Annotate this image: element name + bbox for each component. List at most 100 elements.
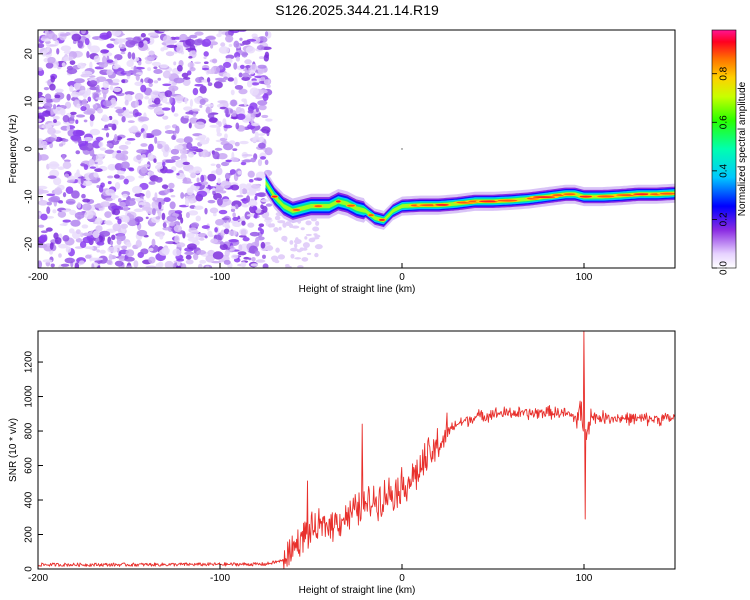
- heatmap-noise-blob: [108, 82, 120, 86]
- heatmap-noise-blob: [84, 37, 90, 46]
- heatmap-noise-blob: [241, 220, 246, 226]
- heatmap-noise-blob: [236, 194, 244, 198]
- heatmap-noise-blob: [147, 78, 154, 84]
- heatmap-noise-blob: [134, 92, 144, 101]
- heatmap-noise-blob: [164, 144, 170, 152]
- heatmap-noise-blob: [194, 83, 204, 87]
- heatmap-noise-blob: [116, 170, 125, 175]
- heatmap-noise-blob: [95, 136, 104, 141]
- heatmap-noise-blob: [80, 175, 84, 185]
- heatmap-noise-blob: [170, 194, 176, 198]
- heatmap-noise-blob: [144, 96, 150, 100]
- heatmap-noise-blob: [38, 188, 44, 195]
- heatmap-noise-blob: [87, 96, 92, 102]
- heatmap-noise-blob: [176, 45, 184, 54]
- heatmap-noise-blob: [38, 200, 49, 206]
- heatmap-noise-blob: [77, 202, 82, 209]
- heatmap-noise-blob: [181, 143, 188, 150]
- heatmap-noise-blob: [112, 208, 121, 216]
- heatmap-noise-blob: [174, 95, 184, 101]
- heatmap-noise-blob: [80, 105, 87, 112]
- heatmap-noise-blob: [263, 54, 269, 62]
- heatmap-noise-blob: [173, 61, 177, 66]
- heatmap-noise-blob: [241, 204, 249, 208]
- heatmap-noise-blob: [73, 83, 80, 89]
- heatmap-noise-blob: [53, 177, 62, 186]
- colorbar-tick-label: 0.6: [719, 115, 730, 129]
- heatmap-noise-blob: [219, 243, 228, 251]
- heatmap-noise-blob: [211, 58, 218, 64]
- heatmap-noise-blob: [251, 122, 260, 127]
- heatmap-noise-blob: [223, 76, 229, 80]
- heatmap-noise-blob: [182, 77, 191, 80]
- heatmap-noise-blob: [230, 89, 235, 96]
- heatmap-ridge-core: [563, 193, 576, 196]
- heatmap-noise-blob: [76, 114, 86, 118]
- heatmap-noise-blob: [59, 223, 68, 226]
- heatmap-noise-blob: [216, 132, 222, 137]
- heatmap-noise-blob: [230, 219, 239, 224]
- heatmap-noise-blob: [240, 161, 247, 166]
- heatmap-noise-blob: [60, 263, 70, 267]
- heatmap-noise-blob: [58, 253, 62, 258]
- heatmap-noise-blob: [242, 154, 253, 157]
- heatmap-speck: [401, 148, 403, 150]
- heatmap-noise-blob: [39, 234, 48, 243]
- heatmap-noise-blob: [135, 73, 140, 81]
- heatmap-noise-blob: [85, 254, 92, 259]
- heatmap-noise-blob: [126, 60, 134, 68]
- heatmap-noise-blob: [184, 198, 190, 207]
- heatmap-noise-blob: [74, 212, 85, 220]
- heatmap-noise-blob: [224, 172, 231, 180]
- heatmap-noise-blob: [175, 265, 182, 268]
- heatmap-noise-blob: [121, 115, 126, 123]
- heatmap-noise-blob: [315, 220, 320, 226]
- heatmap-noise-blob: [210, 238, 219, 244]
- heatmap-noise-blob: [120, 161, 130, 169]
- heatmap-noise-blob: [288, 223, 294, 228]
- heatmap-noise-blob: [45, 227, 53, 232]
- heatmap-noise-blob: [262, 263, 269, 268]
- heatmap-noise-blob: [241, 98, 247, 103]
- heatmap-noise-blob: [145, 216, 149, 220]
- heatmap-noise-blob: [82, 203, 92, 211]
- snr-y-tick-label: 200: [24, 526, 35, 543]
- heatmap-noise-blob: [151, 238, 156, 247]
- heatmap-noise-blob: [80, 73, 91, 78]
- heatmap-noise-blob: [159, 233, 164, 240]
- heatmap-noise-blob: [199, 139, 209, 145]
- heatmap-x-tick-label: -100: [210, 272, 230, 283]
- heatmap-noise-blob: [196, 190, 208, 198]
- heatmap-noise-blob: [59, 108, 66, 116]
- heatmap-noise-blob: [134, 81, 143, 87]
- heatmap-noise-blob: [228, 140, 236, 145]
- heatmap-noise-blob: [110, 38, 116, 42]
- heatmap-noise-blob: [198, 237, 205, 241]
- heatmap-noise-blob: [38, 154, 49, 161]
- heatmap-noise-blob: [122, 106, 127, 111]
- heatmap-noise-blob: [252, 137, 257, 144]
- heatmap-noise-blob: [164, 188, 170, 194]
- snr-y-axis-label: SNR (10 * v/v): [8, 418, 19, 482]
- heatmap-noise-blob: [172, 248, 182, 257]
- heatmap-noise-blob: [214, 147, 223, 151]
- heatmap-noise-blob: [136, 154, 142, 161]
- heatmap-noise-blob: [232, 216, 239, 221]
- heatmap-noise-blob: [233, 62, 238, 70]
- heatmap-noise-blob: [156, 207, 160, 214]
- heatmap-noise-blob: [101, 127, 110, 131]
- heatmap-noise-blob: [46, 201, 52, 206]
- heatmap-noise-blob: [68, 56, 73, 61]
- heatmap-noise-blob: [250, 263, 259, 267]
- heatmap-noise-blob: [173, 225, 182, 233]
- heatmap-noise-blob: [252, 205, 258, 211]
- heatmap-noise-blob: [258, 136, 265, 143]
- heatmap-noise-blob: [256, 89, 268, 94]
- heatmap-noise-blob: [155, 262, 162, 268]
- heatmap-noise-blob: [86, 51, 90, 59]
- heatmap-noise-blob: [114, 106, 122, 110]
- heatmap-noise-blob: [89, 166, 96, 169]
- heatmap-noise-blob: [247, 222, 255, 228]
- heatmap-noise-blob: [66, 124, 71, 132]
- heatmap-noise-blob: [176, 258, 185, 262]
